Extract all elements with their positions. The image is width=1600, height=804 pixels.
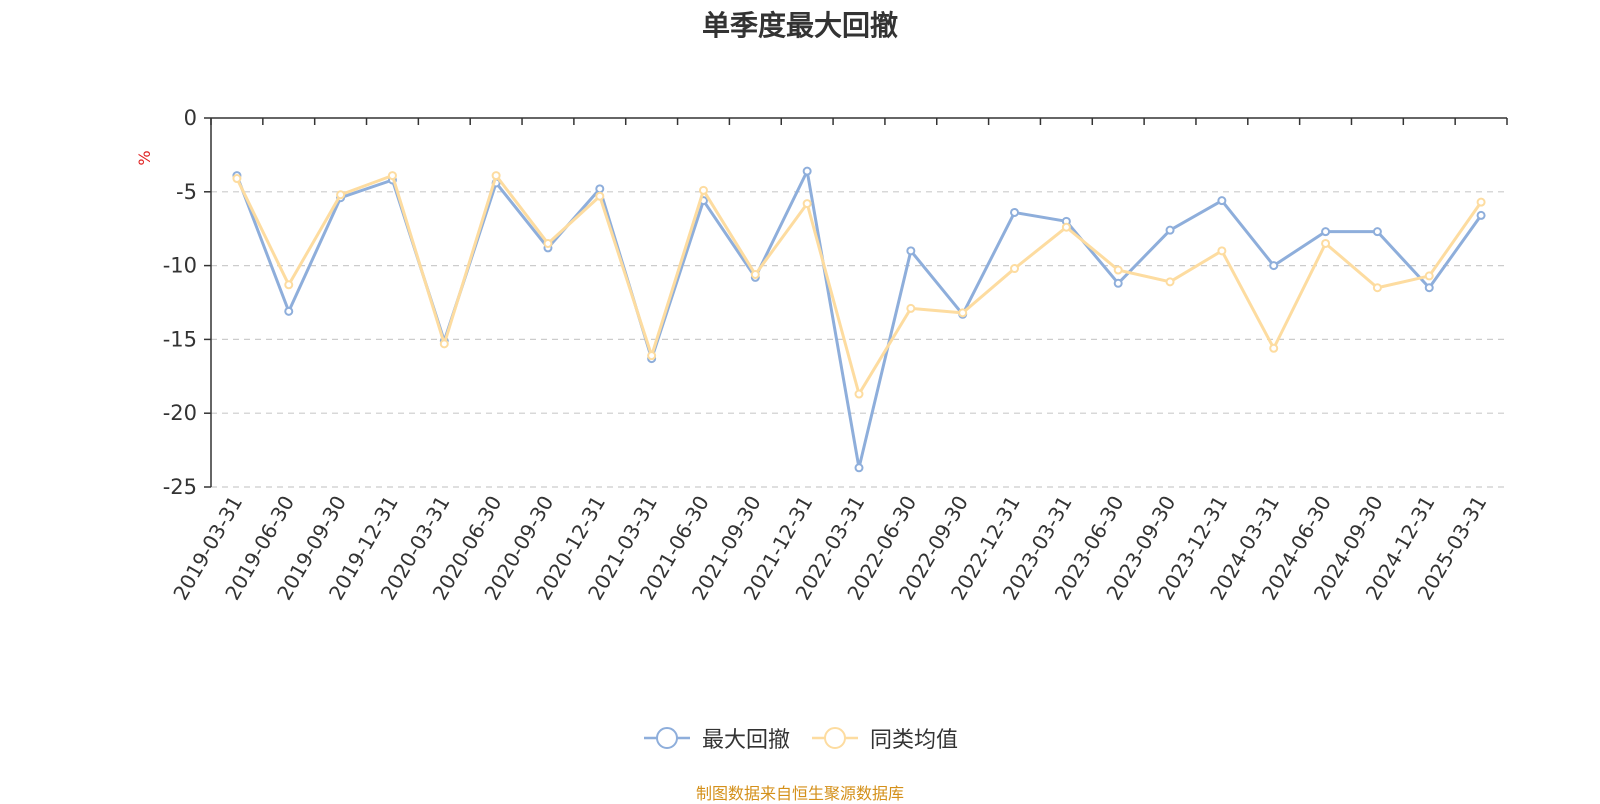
y-tick-label: 0 bbox=[184, 106, 197, 130]
data-point bbox=[1424, 283, 1434, 293]
y-tick-label: -20 bbox=[163, 401, 197, 425]
data-point bbox=[1269, 343, 1279, 353]
data-point bbox=[232, 174, 242, 184]
data-point bbox=[543, 238, 553, 248]
data-point bbox=[906, 246, 916, 256]
y-tick-label: -25 bbox=[163, 475, 197, 499]
y-tick-label: -5 bbox=[176, 180, 197, 204]
legend-item[interactable]: 同类均值 bbox=[810, 722, 958, 754]
data-point bbox=[1372, 283, 1382, 293]
data-point bbox=[750, 269, 760, 279]
data-point bbox=[854, 463, 864, 473]
data-point bbox=[802, 166, 812, 176]
data-point bbox=[1061, 222, 1071, 232]
series-line bbox=[235, 174, 1483, 396]
legend-item[interactable]: 最大回撤 bbox=[642, 722, 790, 754]
series-line bbox=[235, 169, 1483, 470]
data-point bbox=[958, 308, 968, 318]
series-lines bbox=[232, 166, 1486, 473]
data-point bbox=[1165, 277, 1175, 287]
data-point bbox=[336, 190, 346, 200]
data-point bbox=[906, 303, 916, 313]
grid-lines bbox=[211, 191, 1507, 488]
y-axis-unit-label: % bbox=[135, 150, 154, 165]
data-point bbox=[802, 199, 812, 209]
data-point bbox=[1217, 246, 1227, 256]
data-point bbox=[647, 351, 657, 361]
data-point bbox=[595, 191, 605, 201]
data-point bbox=[1372, 227, 1382, 237]
data-point bbox=[284, 280, 294, 290]
data-point bbox=[1321, 238, 1331, 248]
source-note: 制图数据来自恒生聚源数据库 bbox=[695, 784, 904, 803]
legend-label: 同类均值 bbox=[870, 728, 959, 753]
data-point bbox=[1010, 207, 1020, 217]
data-point bbox=[439, 339, 449, 349]
data-point bbox=[854, 389, 864, 399]
data-point bbox=[284, 306, 294, 316]
chart-title: 单季度最大回撤 bbox=[701, 9, 898, 42]
data-point bbox=[595, 184, 605, 194]
data-point bbox=[1113, 265, 1123, 275]
data-point bbox=[1113, 278, 1123, 288]
data-point bbox=[1165, 225, 1175, 235]
axes: 0-5-10-15-20-252019-03-312019-06-302019-… bbox=[163, 106, 1508, 604]
y-tick-label: -10 bbox=[163, 254, 197, 278]
legend-symbol bbox=[812, 727, 858, 749]
data-point bbox=[1217, 196, 1227, 206]
data-point bbox=[1476, 197, 1486, 207]
y-tick-label: -15 bbox=[163, 327, 197, 351]
data-point bbox=[1269, 261, 1279, 271]
legend-symbol bbox=[643, 727, 690, 749]
legend: 最大回撤 同类均值 bbox=[0, 722, 1600, 754]
legend-label: 最大回撤 bbox=[701, 728, 790, 753]
data-point bbox=[491, 171, 501, 181]
data-point bbox=[1424, 271, 1434, 281]
data-point bbox=[387, 171, 397, 181]
data-point bbox=[698, 185, 708, 195]
data-point bbox=[1321, 227, 1331, 237]
data-point bbox=[1010, 264, 1020, 274]
data-point bbox=[1476, 210, 1486, 220]
